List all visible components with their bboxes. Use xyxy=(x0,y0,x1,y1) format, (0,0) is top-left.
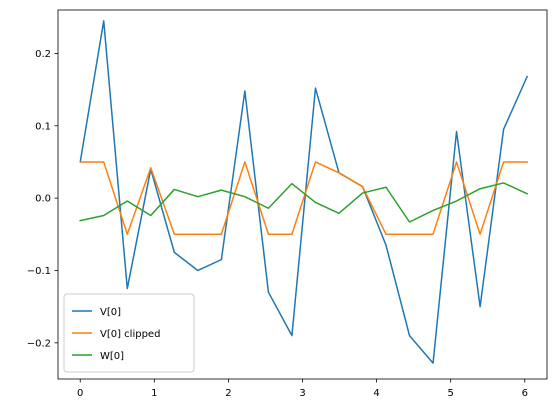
series-line-1 xyxy=(79,161,528,236)
y-tick-label: 0.1 xyxy=(35,121,51,132)
series-layer xyxy=(79,20,529,364)
legend-label: V[0] clipped xyxy=(100,329,160,340)
x-axis: 0 1 2 3 4 5 6 xyxy=(77,379,528,399)
y-axis: −0.2 −0.1 0.0 0.1 0.2 xyxy=(27,49,58,349)
x-tick-label: 6 xyxy=(522,388,528,399)
legend-box xyxy=(63,293,195,373)
x-tick-label: 2 xyxy=(225,388,231,399)
legend-label: V[0] xyxy=(100,307,121,318)
y-tick-label: 0.0 xyxy=(35,194,51,205)
legend-label: W[0] xyxy=(100,351,124,362)
y-tick-label: −0.2 xyxy=(27,338,51,349)
y-tick-label: 0.2 xyxy=(35,49,51,60)
x-tick-label: 0 xyxy=(77,388,83,399)
y-tick-label: −0.1 xyxy=(27,266,51,277)
series-line-2 xyxy=(79,182,529,223)
x-tick-label: 5 xyxy=(447,388,453,399)
x-tick-label: 1 xyxy=(151,388,157,399)
legend: V[0] V[0] clipped W[0] xyxy=(63,293,195,373)
x-tick-label: 3 xyxy=(299,388,305,399)
series-line-0 xyxy=(79,20,529,364)
x-tick-label: 4 xyxy=(373,388,379,399)
